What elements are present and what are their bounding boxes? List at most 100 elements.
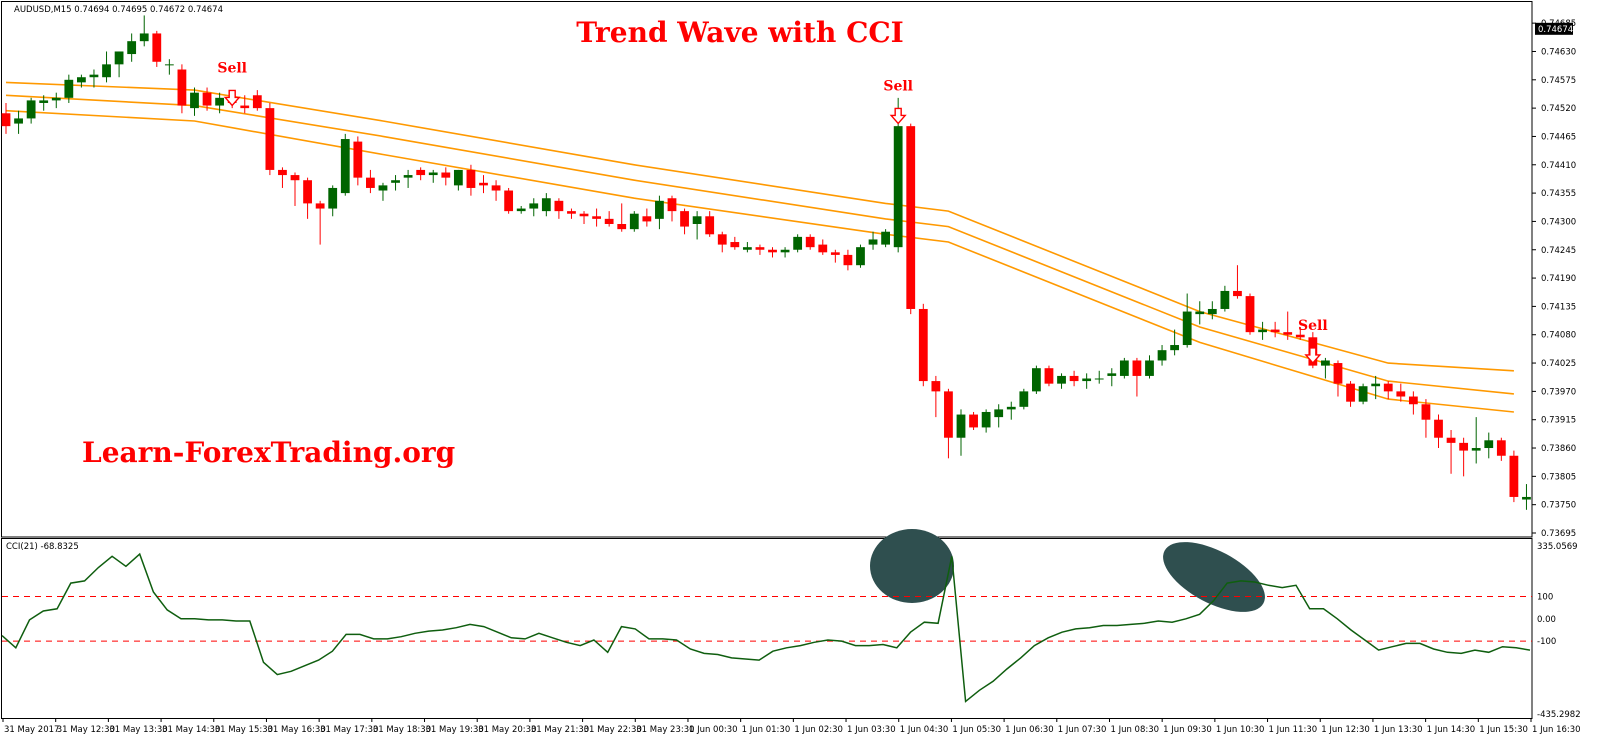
candle-body: [1295, 334, 1305, 338]
candle-body: [391, 180, 400, 183]
candle: [881, 229, 891, 248]
candle-body: [768, 249, 777, 253]
candle-body: [956, 414, 966, 438]
candle: [604, 211, 614, 227]
candle-body: [1195, 311, 1205, 315]
candle: [190, 87, 199, 116]
candle-body: [516, 208, 526, 212]
time-tick-label: 1 Jun 13:30: [1374, 725, 1423, 735]
candle: [1220, 285, 1230, 312]
candle: [541, 193, 551, 217]
candle-body: [491, 185, 501, 191]
candle-body: [1371, 383, 1381, 387]
candle-body: [818, 244, 828, 253]
time-tick-label: 1 Jun 05:30: [952, 725, 1001, 735]
candle: [265, 102, 275, 176]
candle-body: [881, 231, 891, 245]
candle: [567, 208, 576, 219]
sell-label: Sell: [1298, 318, 1328, 334]
candle-body: [1220, 290, 1230, 309]
candle-body: [51, 97, 61, 101]
candle: [705, 211, 715, 237]
candle-body: [717, 234, 727, 245]
candle: [466, 164, 476, 196]
candle-body: [26, 100, 36, 119]
cci-pane[interactable]: CCI(21) -68.8325: [1, 528, 1533, 719]
candle-body: [617, 224, 627, 230]
candle: [918, 303, 928, 387]
candle-body: [1258, 329, 1267, 333]
candle-body: [655, 200, 664, 219]
symbol-info-label: AUDUSD,M15 0.74694 0.74695 0.74672 0.746…: [14, 5, 223, 15]
candle: [114, 51, 124, 78]
candle: [1408, 391, 1418, 415]
candle-body: [164, 64, 174, 66]
candle: [366, 169, 375, 194]
time-tick-label: 1 Jun 15:30: [1479, 725, 1528, 735]
candle-body: [1082, 378, 1092, 382]
candlestick-series: [1, 15, 1531, 510]
candle: [1522, 484, 1531, 510]
candle-body: [202, 92, 212, 106]
candle-body: [856, 247, 865, 266]
time-tick-label: 1 Jun 06:30: [1005, 725, 1054, 735]
candle-body: [667, 198, 677, 212]
candle: [730, 236, 740, 250]
candle-body: [1383, 383, 1393, 392]
time-tick-label: 31 May 19:30: [426, 725, 484, 735]
candle-body: [1132, 360, 1142, 376]
candle: [1, 102, 11, 134]
price-tick-label: 0.74410: [1541, 161, 1576, 171]
candle: [617, 203, 627, 232]
time-tick-label: 1 Jun 12:30: [1321, 725, 1370, 735]
candle: [906, 123, 916, 315]
time-tick-label: 31 May 21:30: [531, 725, 589, 735]
candle-body: [793, 236, 803, 250]
candle: [1107, 368, 1117, 387]
candle-body: [328, 187, 338, 209]
candle: [453, 169, 463, 191]
candle-body: [642, 216, 652, 222]
candle-body: [265, 108, 275, 170]
candle: [303, 177, 312, 219]
time-tick-label: 1 Jun 03:30: [847, 725, 896, 735]
candle-body: [1421, 404, 1431, 420]
time-tick-label: 1 Jun 07:30: [1058, 725, 1107, 735]
candle: [655, 195, 664, 230]
candle: [1031, 365, 1041, 394]
candle: [1283, 311, 1293, 340]
candle-body: [366, 177, 375, 188]
candle: [868, 231, 878, 250]
candle-body: [127, 41, 137, 55]
candle-body: [1333, 363, 1343, 384]
candle: [1207, 301, 1217, 320]
candle-body: [278, 169, 287, 176]
candle: [1082, 373, 1092, 389]
time-tick-label: 1 Jun 02:30: [794, 725, 843, 735]
cci-pane-border: [1, 538, 1533, 719]
price-tick-label: 0.73970: [1541, 387, 1576, 397]
price-tick-label: 0.74025: [1541, 359, 1576, 369]
candle: [956, 409, 966, 456]
candle: [353, 136, 363, 186]
price-tick-label: 0.73695: [1541, 529, 1576, 539]
candle-body: [1396, 391, 1406, 397]
candle: [416, 167, 426, 181]
candle-body: [780, 249, 790, 253]
candle: [403, 169, 413, 188]
candle-body: [102, 64, 111, 78]
candle: [1484, 432, 1494, 459]
candle-body: [1031, 368, 1041, 392]
candle-body: [64, 79, 74, 98]
candle: [1346, 381, 1355, 407]
time-tick-label: 31 May 20:30: [478, 725, 536, 735]
price-pane[interactable]: AUDUSD,M15 0.74694 0.74695 0.74672 0.746…: [1, 1, 1533, 538]
candle-body: [931, 381, 941, 392]
candle: [856, 244, 865, 268]
candle: [1019, 388, 1029, 410]
candle-body: [868, 239, 878, 245]
candle: [931, 375, 941, 418]
candle-body: [315, 203, 325, 209]
candle-body: [567, 211, 576, 214]
